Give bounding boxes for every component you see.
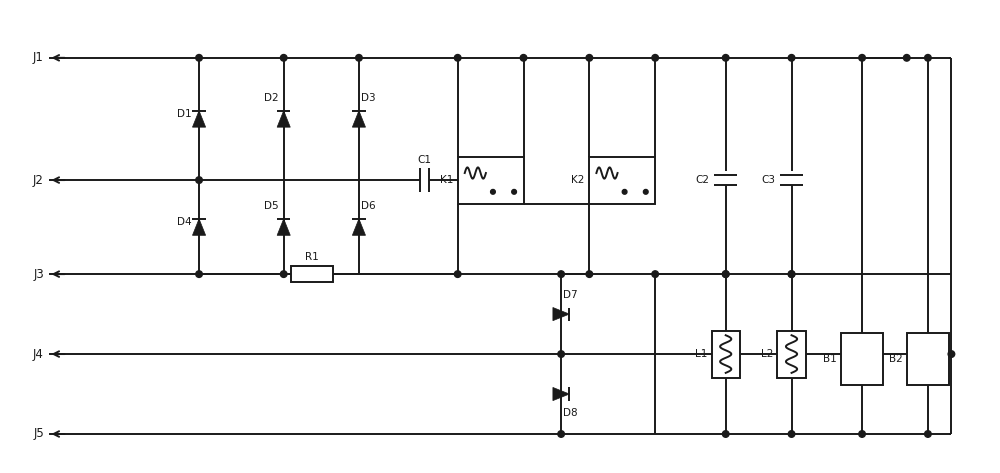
Text: J3: J3 bbox=[33, 268, 44, 280]
Text: J4: J4 bbox=[33, 348, 44, 360]
Circle shape bbox=[454, 54, 461, 61]
Circle shape bbox=[859, 54, 865, 61]
FancyBboxPatch shape bbox=[777, 331, 806, 377]
Text: B1: B1 bbox=[823, 354, 837, 364]
Text: D6: D6 bbox=[361, 201, 376, 211]
Text: D2: D2 bbox=[264, 93, 279, 103]
Text: J1: J1 bbox=[33, 51, 44, 64]
Text: D3: D3 bbox=[361, 93, 376, 103]
Circle shape bbox=[586, 54, 593, 61]
Text: D7: D7 bbox=[563, 290, 578, 300]
Circle shape bbox=[280, 271, 287, 277]
Text: L2: L2 bbox=[761, 349, 774, 359]
Circle shape bbox=[788, 54, 795, 61]
Circle shape bbox=[643, 190, 648, 194]
Circle shape bbox=[925, 431, 931, 437]
Text: K1: K1 bbox=[440, 175, 453, 185]
Text: K2: K2 bbox=[571, 175, 585, 185]
FancyBboxPatch shape bbox=[291, 266, 333, 282]
Circle shape bbox=[356, 54, 362, 61]
Circle shape bbox=[788, 431, 795, 437]
Polygon shape bbox=[192, 111, 206, 127]
Polygon shape bbox=[352, 111, 366, 127]
Circle shape bbox=[859, 431, 865, 437]
Circle shape bbox=[196, 271, 202, 277]
Text: J5: J5 bbox=[33, 428, 44, 440]
Circle shape bbox=[925, 54, 931, 61]
Polygon shape bbox=[277, 219, 290, 236]
Circle shape bbox=[558, 351, 564, 357]
Circle shape bbox=[280, 54, 287, 61]
Polygon shape bbox=[553, 307, 569, 321]
FancyBboxPatch shape bbox=[589, 157, 655, 203]
FancyBboxPatch shape bbox=[458, 157, 524, 203]
Circle shape bbox=[520, 54, 527, 61]
Circle shape bbox=[491, 190, 495, 194]
Polygon shape bbox=[277, 111, 290, 127]
FancyBboxPatch shape bbox=[712, 331, 740, 377]
Circle shape bbox=[722, 271, 729, 277]
Polygon shape bbox=[192, 219, 206, 236]
Text: C1: C1 bbox=[418, 155, 432, 165]
FancyBboxPatch shape bbox=[907, 333, 949, 385]
Text: B2: B2 bbox=[889, 354, 903, 364]
Circle shape bbox=[722, 271, 729, 277]
Polygon shape bbox=[553, 387, 569, 401]
Circle shape bbox=[948, 351, 955, 357]
Circle shape bbox=[652, 271, 658, 277]
Text: R1: R1 bbox=[305, 252, 319, 262]
Text: L1: L1 bbox=[695, 349, 708, 359]
Circle shape bbox=[196, 54, 202, 61]
FancyBboxPatch shape bbox=[841, 333, 883, 385]
Text: D1: D1 bbox=[177, 109, 192, 119]
Circle shape bbox=[903, 54, 910, 61]
Circle shape bbox=[788, 271, 795, 277]
Text: J2: J2 bbox=[33, 174, 44, 186]
Circle shape bbox=[586, 271, 593, 277]
Circle shape bbox=[652, 54, 658, 61]
Circle shape bbox=[558, 271, 564, 277]
Circle shape bbox=[558, 431, 564, 437]
Text: C3: C3 bbox=[761, 175, 775, 185]
Circle shape bbox=[722, 431, 729, 437]
Circle shape bbox=[196, 177, 202, 184]
Circle shape bbox=[722, 54, 729, 61]
Text: D5: D5 bbox=[264, 201, 279, 211]
Circle shape bbox=[512, 190, 516, 194]
Circle shape bbox=[454, 271, 461, 277]
Polygon shape bbox=[352, 219, 366, 236]
Circle shape bbox=[788, 271, 795, 277]
Text: D4: D4 bbox=[177, 218, 192, 228]
Text: D8: D8 bbox=[563, 408, 578, 418]
Circle shape bbox=[622, 190, 627, 194]
Text: C2: C2 bbox=[695, 175, 709, 185]
